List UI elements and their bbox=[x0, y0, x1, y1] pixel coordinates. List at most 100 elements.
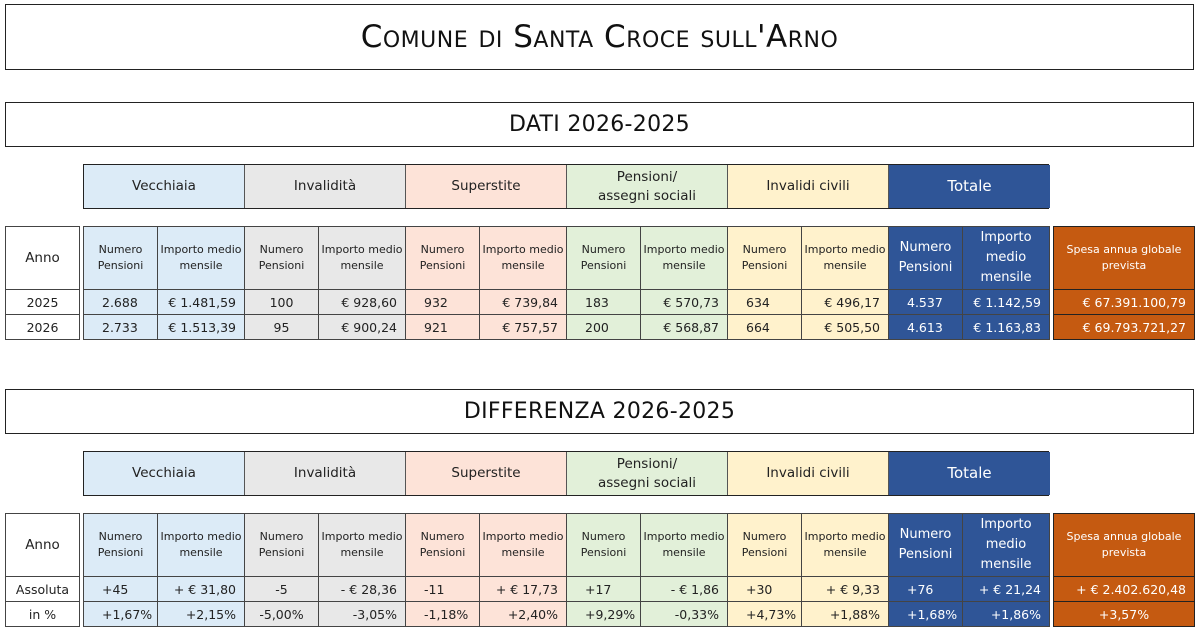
cell-value: +2,40% bbox=[479, 601, 567, 627]
row-label: 2025 bbox=[5, 289, 80, 315]
section-title-differenza: DIFFERENZA 2026-2025 bbox=[5, 389, 1194, 434]
header-importo-totale: Importo medio mensile bbox=[962, 513, 1050, 577]
header-spesa: Spesa annua globale prevista bbox=[1053, 513, 1195, 577]
category-pensioni-label: Pensioni/ assegni sociali bbox=[597, 455, 697, 491]
section-title-dati: DATI 2026-2025 bbox=[5, 102, 1194, 147]
header-numero: Numero Pensioni bbox=[566, 226, 641, 290]
cell-value: 664 bbox=[727, 314, 802, 340]
header-numero-totale: Numero Pensioni bbox=[888, 513, 963, 577]
row-label: in % bbox=[5, 601, 80, 627]
header-importo: Importo medio mensile bbox=[640, 226, 728, 290]
category-superstite: Superstite bbox=[406, 165, 567, 208]
cell-value: 100 bbox=[244, 289, 319, 315]
cell-value: 634 bbox=[727, 289, 802, 315]
header-numero: Numero Pensioni bbox=[244, 226, 319, 290]
header-numero-totale: Numero Pensioni bbox=[888, 226, 963, 290]
cell-value: € 570,73 bbox=[640, 289, 728, 315]
cell-value: 932 bbox=[405, 289, 480, 315]
header-spesa: Spesa annua globale prevista bbox=[1053, 226, 1195, 290]
cell-value: 2.733 bbox=[83, 314, 158, 340]
category-pensioni-label: Pensioni/ assegni sociali bbox=[597, 168, 697, 204]
header-numero: Numero Pensioni bbox=[727, 226, 802, 290]
cell-value: +4,73% bbox=[727, 601, 802, 627]
cell-value: - € 28,36 bbox=[318, 576, 406, 602]
cell-value: -0,33% bbox=[640, 601, 728, 627]
category-invalidita: Invalidità bbox=[245, 165, 406, 208]
header-importo: Importo medio mensile bbox=[157, 513, 245, 577]
cell-value: -11 bbox=[405, 576, 480, 602]
cell-value: € 496,17 bbox=[801, 289, 889, 315]
cell-spesa: € 69.793.721,27 bbox=[1053, 314, 1195, 340]
table-row: 2025 2.688 € 1.481,59 100 € 928,60 932 €… bbox=[5, 289, 1195, 315]
category-pensioni-sociali: Pensioni/ assegni sociali bbox=[567, 165, 728, 208]
header-numero: Numero Pensioni bbox=[83, 226, 158, 290]
cell-value: -5,00% bbox=[244, 601, 319, 627]
cell-spesa: + € 2.402.620,48 bbox=[1053, 576, 1195, 602]
cell-value: € 1.142,59 bbox=[962, 289, 1050, 315]
cell-value: 4.537 bbox=[888, 289, 963, 315]
cell-value: 921 bbox=[405, 314, 480, 340]
header-numero: Numero Pensioni bbox=[566, 513, 641, 577]
cell-value: -5 bbox=[244, 576, 319, 602]
difference-table: Anno Numero Pensioni Importo medio mensi… bbox=[5, 513, 1195, 627]
cell-value: € 757,57 bbox=[479, 314, 567, 340]
cell-value: +76 bbox=[888, 576, 963, 602]
category-pensioni-sociali: Pensioni/ assegni sociali bbox=[567, 452, 728, 495]
header-numero: Numero Pensioni bbox=[405, 226, 480, 290]
row-label: 2026 bbox=[5, 314, 80, 340]
cell-value: +1,68% bbox=[888, 601, 963, 627]
cell-value: +30 bbox=[727, 576, 802, 602]
cell-value: € 928,60 bbox=[318, 289, 406, 315]
cell-value: € 1.513,39 bbox=[157, 314, 245, 340]
cell-value: 183 bbox=[566, 289, 641, 315]
cell-value: -1,18% bbox=[405, 601, 480, 627]
cell-value: +2,15% bbox=[157, 601, 245, 627]
cell-value: + € 31,80 bbox=[157, 576, 245, 602]
category-superstite: Superstite bbox=[406, 452, 567, 495]
cell-value: +1,88% bbox=[801, 601, 889, 627]
data-table: Anno Numero Pensioni Importo medio mensi… bbox=[5, 226, 1195, 340]
header-importo-totale: Importo medio mensile bbox=[962, 226, 1050, 290]
cell-value: 95 bbox=[244, 314, 319, 340]
table-header-row: Anno Numero Pensioni Importo medio mensi… bbox=[5, 226, 1195, 290]
category-invalidi-civili: Invalidi civili bbox=[728, 165, 889, 208]
category-invalidi-civili: Invalidi civili bbox=[728, 452, 889, 495]
category-vecchiaia: Vecchiaia bbox=[84, 452, 245, 495]
category-vecchiaia: Vecchiaia bbox=[84, 165, 245, 208]
cell-value: 4.613 bbox=[888, 314, 963, 340]
cell-spesa: +3,57% bbox=[1053, 601, 1195, 627]
header-importo: Importo medio mensile bbox=[318, 226, 406, 290]
page-title: Comune di Santa Croce sull'Arno bbox=[5, 4, 1194, 70]
cell-value: € 568,87 bbox=[640, 314, 728, 340]
cell-value: -3,05% bbox=[318, 601, 406, 627]
cell-value: € 505,50 bbox=[801, 314, 889, 340]
cell-value: + € 21,24 bbox=[962, 576, 1050, 602]
header-importo: Importo medio mensile bbox=[640, 513, 728, 577]
header-importo: Importo medio mensile bbox=[479, 226, 567, 290]
cell-value: +1,67% bbox=[83, 601, 158, 627]
header-numero: Numero Pensioni bbox=[405, 513, 480, 577]
header-importo: Importo medio mensile bbox=[801, 513, 889, 577]
cell-value: - € 1,86 bbox=[640, 576, 728, 602]
cell-value: +1,86% bbox=[962, 601, 1050, 627]
category-header-row: Vecchiaia Invalidità Superstite Pensioni… bbox=[83, 451, 1050, 496]
header-importo: Importo medio mensile bbox=[318, 513, 406, 577]
header-importo: Importo medio mensile bbox=[479, 513, 567, 577]
table-row: in % +1,67% +2,15% -5,00% -3,05% -1,18% … bbox=[5, 601, 1195, 627]
category-header-row: Vecchiaia Invalidità Superstite Pensioni… bbox=[83, 164, 1050, 209]
cell-value: + € 9,33 bbox=[801, 576, 889, 602]
header-numero: Numero Pensioni bbox=[83, 513, 158, 577]
cell-value: +9,29% bbox=[566, 601, 641, 627]
cell-spesa: € 67.391.100,79 bbox=[1053, 289, 1195, 315]
category-invalidita: Invalidità bbox=[245, 452, 406, 495]
header-numero: Numero Pensioni bbox=[244, 513, 319, 577]
row-label: Assoluta bbox=[5, 576, 80, 602]
header-importo: Importo medio mensile bbox=[157, 226, 245, 290]
cell-value: 200 bbox=[566, 314, 641, 340]
cell-value: +17 bbox=[566, 576, 641, 602]
header-numero: Numero Pensioni bbox=[727, 513, 802, 577]
table-row: 2026 2.733 € 1.513,39 95 € 900,24 921 € … bbox=[5, 314, 1195, 340]
cell-value: € 900,24 bbox=[318, 314, 406, 340]
cell-value: 2.688 bbox=[83, 289, 158, 315]
cell-value: € 1.481,59 bbox=[157, 289, 245, 315]
